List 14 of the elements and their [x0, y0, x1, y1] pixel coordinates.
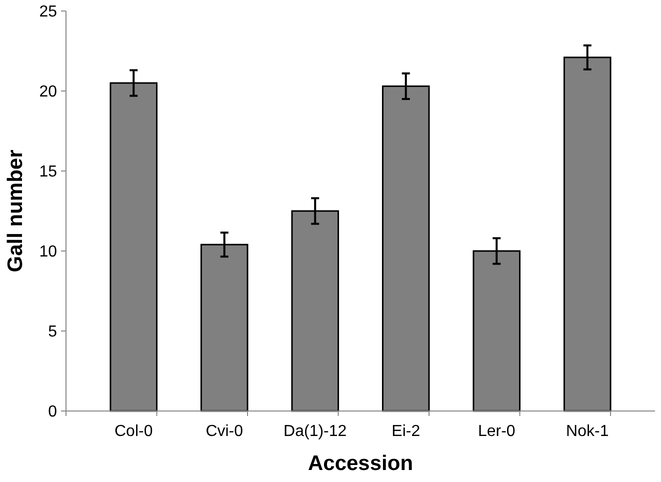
- y-tick-label: 10: [39, 244, 58, 261]
- y-axis-title: Gall number: [4, 150, 27, 272]
- x-tick-label: Ler-0: [478, 423, 516, 440]
- x-tick-label: Da(1)-12: [284, 423, 347, 440]
- y-tick-label: 0: [48, 404, 58, 421]
- x-tick-label: Ei-2: [392, 423, 420, 440]
- x-tick-label: Cvi-0: [206, 423, 244, 440]
- x-axis-title: Accession: [308, 452, 414, 475]
- y-tick-label: 5: [48, 324, 58, 341]
- y-tick-label: 25: [39, 4, 58, 21]
- y-tick-label: 20: [39, 84, 58, 101]
- x-tick-label: Nok-1: [566, 423, 609, 440]
- y-tick-label: 15: [39, 164, 58, 181]
- x-tick-label: Col-0: [114, 423, 153, 440]
